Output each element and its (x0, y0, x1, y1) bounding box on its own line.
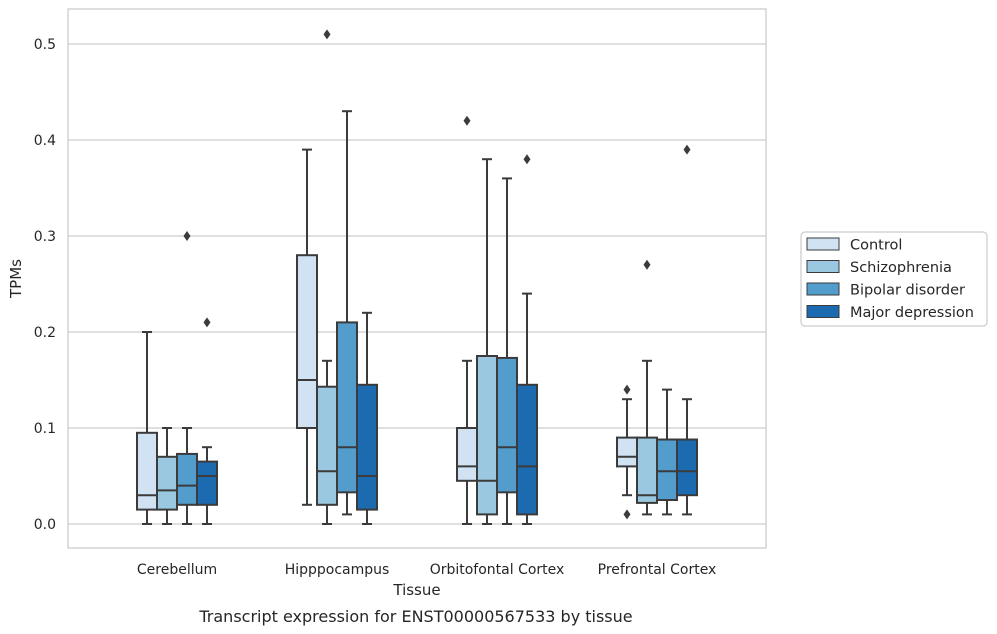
legend-entry: Bipolar disorder (850, 283, 965, 299)
legend-entry: Schizophrenia (850, 260, 952, 276)
legend: Control Schizophrenia Bipolar disorder Majo… (800, 231, 988, 327)
box-iqr (616, 436, 638, 468)
box-control (136, 331, 158, 525)
box-iqr (636, 436, 658, 504)
box-schizophrenia (636, 259, 658, 516)
legend-swatch (806, 305, 840, 318)
box-bipolar-disorder (176, 231, 198, 525)
box-major-depression (676, 144, 698, 516)
box-iqr (296, 254, 318, 429)
outlier-point (683, 144, 691, 155)
plot-area (136, 29, 698, 525)
box-iqr (336, 321, 358, 494)
x-tick-label: Orbitofontal Cortex (430, 562, 565, 578)
x-tick-label: Prefrontal Cortex (598, 562, 717, 578)
outlier-point (643, 259, 651, 270)
plot-frame (67, 8, 767, 549)
box-schizophrenia (156, 427, 178, 525)
outlier-point (323, 29, 331, 40)
box-iqr (516, 383, 538, 516)
outlier-point (463, 115, 471, 126)
box-iqr (196, 460, 218, 506)
y-axis-title: TPMs (7, 259, 25, 299)
y-tick-label: 0.4 (34, 133, 56, 149)
box-major-depression (196, 317, 218, 525)
x-tick-label: Cerebellum (137, 562, 217, 578)
y-tick-label: 0.5 (34, 37, 56, 53)
box-iqr (356, 383, 378, 511)
box-bipolar-disorder (336, 110, 358, 516)
y-tick-label: 0.0 (34, 517, 56, 533)
box-major-depression (356, 311, 378, 525)
legend-swatch (806, 282, 840, 296)
box-iqr (316, 385, 338, 506)
y-axis: 0.0 0.1 0.2 0.3 0.4 0.5 (34, 37, 56, 533)
x-axis: Cerebellum Hipppocampus Orbitofontal Corte… (137, 562, 716, 578)
box-major-depression (516, 154, 538, 525)
box-control (296, 148, 318, 506)
outlier-point (523, 154, 531, 165)
box-iqr (176, 452, 198, 506)
box-schizophrenia (476, 158, 498, 525)
y-tick-label: 0.2 (34, 325, 56, 341)
legend-frame (800, 231, 988, 327)
box-iqr (476, 355, 498, 516)
legend-swatch (806, 237, 840, 251)
box-control (456, 115, 478, 525)
outlier-point (623, 509, 631, 520)
box-iqr (156, 455, 178, 511)
box-iqr (456, 427, 478, 482)
x-tick-label: Hipppocampus (285, 562, 390, 578)
box-iqr (656, 438, 678, 501)
chart-caption: Transcript expression for ENST0000056753… (198, 607, 632, 626)
y-tick-label: 0.3 (34, 229, 56, 245)
outlier-point (183, 231, 191, 241)
legend-entry: Control (850, 238, 902, 254)
legend-swatch (806, 260, 840, 273)
outlier-point (623, 384, 631, 395)
box-bipolar-disorder (496, 177, 518, 525)
outlier-point (203, 317, 211, 328)
box-iqr (496, 356, 518, 494)
box-iqr (136, 431, 158, 511)
x-axis-title: Tissue (392, 581, 440, 599)
y-tick-label: 0.1 (34, 421, 56, 437)
legend-entry: Major depression (850, 305, 974, 321)
box-iqr (676, 438, 698, 497)
